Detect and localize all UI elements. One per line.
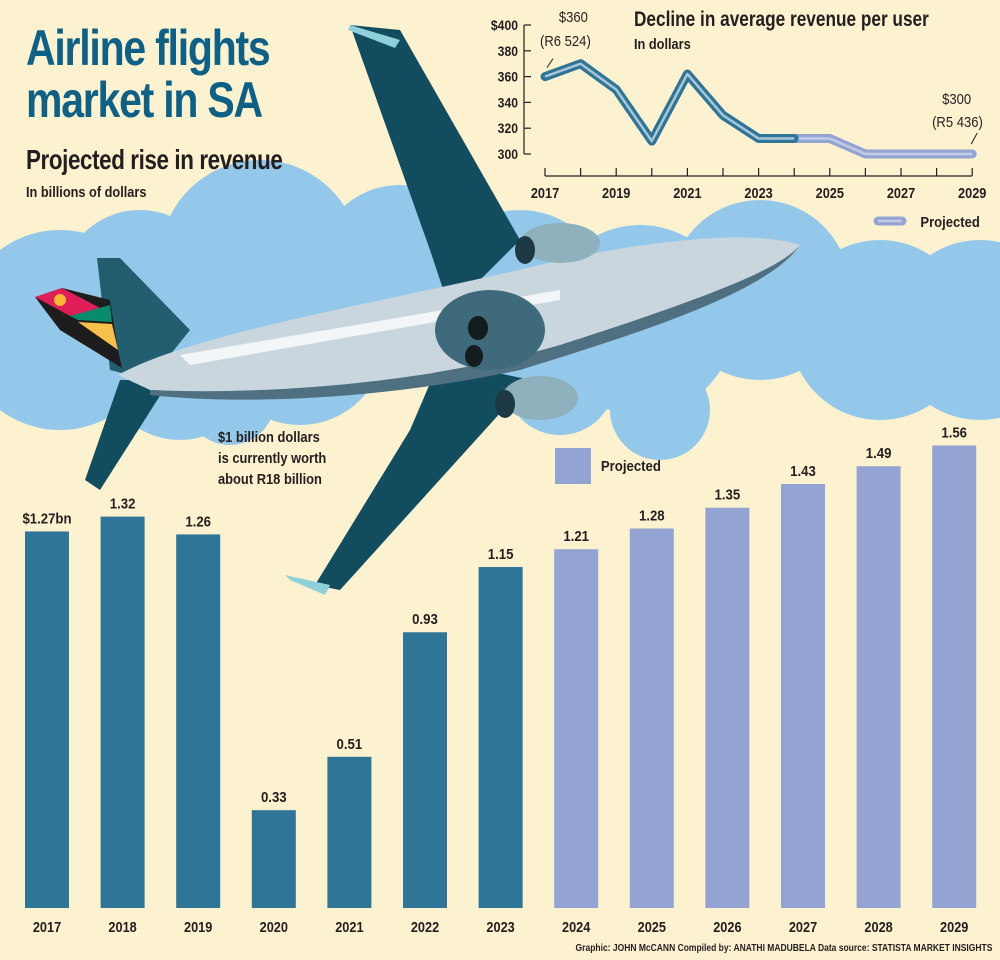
- x-tick-label: 2028: [864, 918, 893, 935]
- bar-2024: [554, 549, 599, 908]
- bar-value-label: 0.93: [412, 610, 438, 627]
- bar-value-label: 1.15: [488, 545, 514, 562]
- y-tick-label: 320: [498, 120, 518, 136]
- annotation-2029-value: $300: [942, 90, 971, 107]
- bar-value-label: 1.35: [715, 486, 741, 503]
- bar-2022: [403, 632, 447, 908]
- line-chart-title: Decline in average revenue per user: [634, 8, 929, 31]
- legend-swatch-projected: [555, 448, 591, 484]
- annotation-2029-rand: (R5 436): [932, 113, 983, 130]
- bar-2019: [176, 534, 221, 908]
- y-tick-label: 380: [498, 43, 518, 59]
- exchange-rate-note: $1 billion dollars is currently worth ab…: [218, 427, 326, 490]
- x-tick-label: 2022: [411, 918, 440, 935]
- y-tick-label: $400: [491, 17, 518, 33]
- x-tick-label: 2017: [531, 184, 560, 201]
- x-tick-label: 2019: [602, 184, 631, 201]
- annotation-leader: [546, 58, 554, 68]
- bar-2021: [327, 756, 372, 908]
- x-tick-label: 2021: [335, 918, 364, 935]
- note-line-1: $1 billion dollars: [218, 429, 320, 446]
- note-line-3: about R18 billion: [218, 471, 322, 488]
- page-title: Airline flights market in SA: [26, 20, 271, 128]
- bar-2025: [629, 528, 674, 908]
- bar-2020: [251, 810, 296, 908]
- y-tick-label: 360: [498, 69, 518, 85]
- x-tick-label: 2029: [958, 184, 987, 201]
- bar-value-label: 1.28: [639, 507, 665, 524]
- bar-value-label: 1.26: [185, 513, 211, 530]
- x-tick-label: 2023: [744, 184, 773, 201]
- credits: Graphic: JOHN McCANN Compiled by: ANATHI…: [575, 943, 992, 954]
- x-tick-label: 2020: [260, 918, 289, 935]
- line-series-actual-highlight: [544, 62, 795, 143]
- x-tick-label: 2029: [940, 918, 969, 935]
- x-tick-label: 2025: [816, 184, 845, 201]
- legend-label-projected-line: Projected: [920, 213, 979, 230]
- bar-2029: [932, 445, 977, 908]
- bar-value-label: 1.21: [563, 527, 589, 544]
- y-tick-label: 340: [498, 95, 518, 111]
- bar-chart-title: Projected rise in revenue: [26, 144, 283, 175]
- airplane-icon: [35, 25, 800, 595]
- bar-value-label: 1.56: [941, 424, 967, 441]
- bar-value-label: 1.43: [790, 462, 816, 479]
- x-tick-label: 2018: [108, 918, 137, 935]
- bar-value-label: $1.27bn: [22, 510, 71, 527]
- legend-label-projected: Projected: [601, 457, 661, 474]
- x-tick-label: 2019: [184, 918, 213, 935]
- x-tick-label: 2027: [887, 184, 916, 201]
- y-tick-label: 300: [498, 146, 518, 162]
- bar-2017: [25, 531, 69, 908]
- bar-2027: [781, 484, 825, 908]
- bar-2028: [856, 466, 901, 908]
- x-tick-label: 2021: [673, 184, 702, 201]
- x-tick-label: 2025: [638, 918, 667, 935]
- line-series-projected-highlight: [794, 137, 973, 156]
- note-line-2: is currently worth: [218, 450, 327, 467]
- bar-value-label: 1.49: [866, 444, 892, 461]
- bar-value-label: 0.33: [261, 788, 287, 805]
- bar-value-label: 1.32: [110, 495, 136, 512]
- annotation-2017-rand: (R6 524): [540, 32, 591, 49]
- bar-2018: [100, 516, 145, 908]
- x-tick-label: 2024: [562, 918, 591, 935]
- x-tick-label: 2026: [713, 918, 742, 935]
- bar-2026: [705, 507, 750, 908]
- x-tick-label: 2027: [789, 918, 818, 935]
- title-line-2: market in SA: [26, 72, 263, 128]
- x-tick-label: 2017: [33, 918, 62, 935]
- arpu-line-chart: $400 380 360 340 320 300 2017 2019 2021 2023 2025 2…: [491, 8, 987, 230]
- bar-chart-unit: In billions of dollars: [26, 184, 147, 201]
- title-line-1: Airline flights: [26, 20, 271, 76]
- line-series-actual: [540, 59, 799, 146]
- annotation-2017-value: $360: [559, 8, 588, 25]
- line-series-projected: [789, 134, 977, 159]
- bar-2023: [478, 567, 523, 908]
- bar-value-label: 0.51: [337, 735, 363, 752]
- annotation-leader: [970, 132, 978, 145]
- x-tick-label: 2023: [486, 918, 515, 935]
- line-chart-unit: In dollars: [634, 36, 691, 53]
